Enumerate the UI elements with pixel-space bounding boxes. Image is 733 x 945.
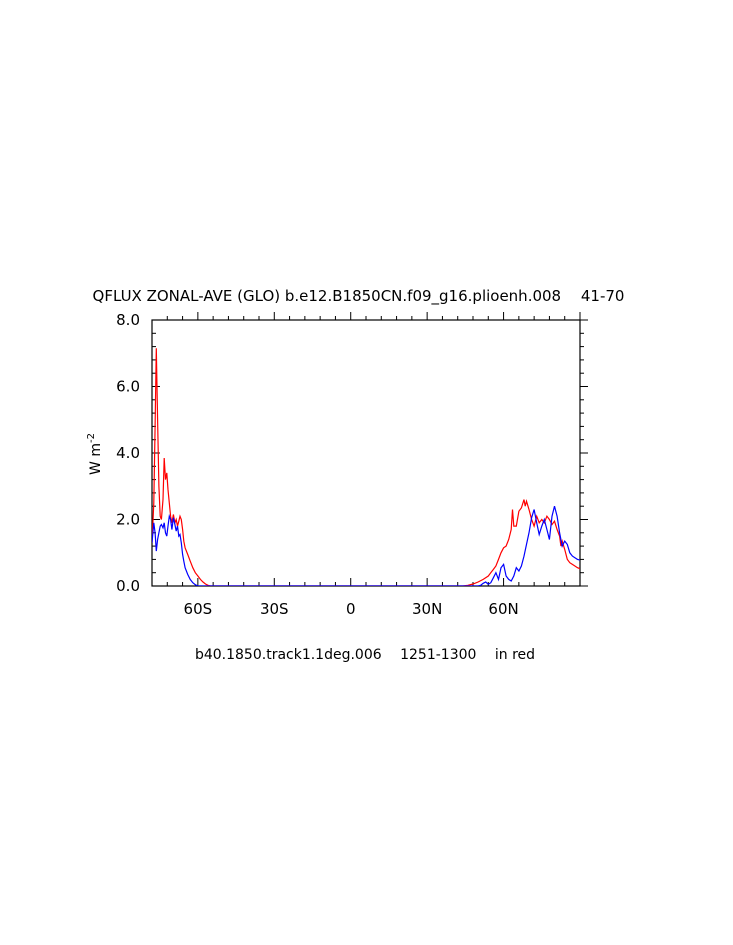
series-line-1 bbox=[152, 348, 580, 586]
y-axis-label-exponent: -2 bbox=[86, 433, 97, 443]
y-axis-label-base: W m bbox=[88, 443, 104, 475]
x-tick-label: 60N bbox=[488, 600, 518, 618]
chart-title: QFLUX ZONAL-AVE (GLO) b.e12.B1850CN.f09_… bbox=[93, 287, 640, 306]
chart-subtitle: b40.1850.track1.1deg.006 1251-1300 in re… bbox=[195, 647, 535, 663]
plot-frame bbox=[151, 319, 581, 587]
x-tick-label: 30N bbox=[412, 600, 442, 618]
y-axis-label: W m-2 bbox=[86, 433, 104, 475]
svg-text:W m-2: W m-2 bbox=[86, 433, 104, 475]
y-tick-label: 2.0 bbox=[116, 511, 140, 529]
y-tick-label: 8.0 bbox=[116, 311, 140, 329]
plot-area: 0.0 2.0 4.0 6.0 8.0 60S 30S 0 30N 60N bbox=[116, 311, 588, 618]
y-tick-label: 0.0 bbox=[116, 577, 140, 595]
series-line-2 bbox=[152, 506, 580, 586]
x-tick-label: 0 bbox=[346, 600, 356, 618]
x-tick-label: 30S bbox=[260, 600, 289, 618]
y-tick-label: 6.0 bbox=[116, 378, 140, 396]
x-tick-label: 60S bbox=[184, 600, 213, 618]
y-tick-label: 4.0 bbox=[116, 444, 140, 462]
